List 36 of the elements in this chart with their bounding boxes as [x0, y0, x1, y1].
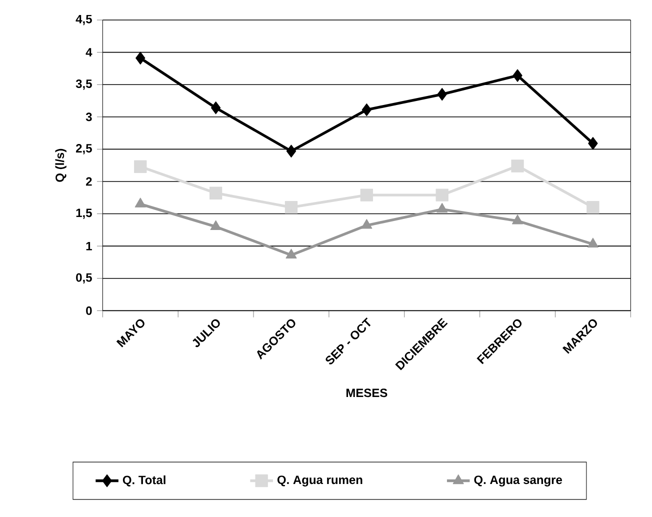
point	[209, 186, 222, 200]
y-axis-title: Q (l/s)	[55, 148, 66, 182]
point	[436, 188, 448, 202]
x-axis-title: MESES	[346, 388, 388, 397]
point	[587, 238, 598, 248]
point	[436, 202, 448, 212]
point	[210, 220, 222, 230]
point	[437, 88, 447, 100]
y-tick-label: 2	[86, 177, 92, 186]
y-tick-label: 1	[86, 242, 92, 250]
point	[512, 69, 522, 82]
point	[286, 144, 296, 158]
point	[134, 198, 146, 208]
y-tick-label: 4,5	[76, 14, 92, 25]
point	[360, 188, 373, 202]
point	[210, 101, 221, 114]
point	[136, 52, 146, 64]
y-tick-label: 0	[86, 306, 92, 315]
point	[586, 200, 600, 214]
point	[134, 160, 147, 173]
y-tick-label: 3	[86, 112, 92, 121]
legend-label: Q. Agua rumen	[277, 475, 362, 486]
y-tick-label: 3,5	[76, 79, 92, 90]
y-tick-label: 1,5	[76, 208, 92, 219]
y-tick-label: 4	[86, 48, 92, 56]
legend-label: Q. Agua sangre	[474, 475, 562, 486]
point	[284, 200, 298, 214]
point	[286, 248, 297, 258]
point	[512, 214, 524, 224]
point	[362, 103, 372, 116]
y-tick-label: 0,5	[76, 273, 92, 284]
point	[511, 159, 524, 172]
point	[361, 218, 372, 229]
legend-label: Q. Total	[122, 475, 166, 486]
y-tick-label: 2,5	[76, 144, 92, 154]
point	[588, 136, 598, 150]
